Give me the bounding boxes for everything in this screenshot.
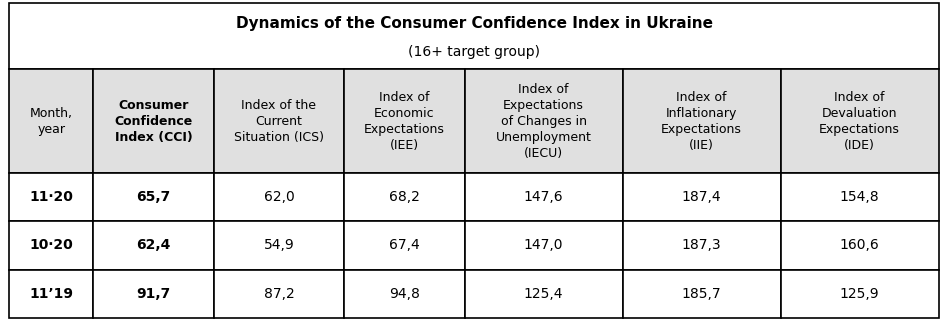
Bar — [9, 270, 93, 318]
Text: 187,4: 187,4 — [682, 190, 721, 204]
Text: 125,9: 125,9 — [840, 287, 880, 301]
Text: 160,6: 160,6 — [840, 239, 880, 252]
Bar — [93, 173, 214, 221]
Text: 65,7: 65,7 — [137, 190, 171, 204]
Text: (16+ target group): (16+ target group) — [408, 45, 540, 59]
Text: 67,4: 67,4 — [389, 239, 420, 252]
Text: 87,2: 87,2 — [264, 287, 294, 301]
Text: 154,8: 154,8 — [840, 190, 880, 204]
Bar — [465, 270, 623, 318]
Bar — [9, 173, 93, 221]
Text: 125,4: 125,4 — [524, 287, 563, 301]
Text: Dynamics of the Consumer Confidence Index in Ukraine: Dynamics of the Consumer Confidence Inde… — [235, 16, 713, 31]
Bar — [780, 270, 939, 318]
Bar — [9, 221, 93, 270]
Text: 62,0: 62,0 — [264, 190, 294, 204]
Text: Index of
Expectations
of Changes in
Unemployment
(IECU): Index of Expectations of Changes in Unem… — [496, 83, 592, 160]
Text: 147,6: 147,6 — [524, 190, 563, 204]
Bar — [344, 221, 465, 270]
Text: Index of
Inflationary
Expectations
(IIE): Index of Inflationary Expectations (IIE) — [661, 91, 742, 152]
Bar — [465, 173, 623, 221]
Bar — [465, 69, 623, 173]
Bar — [93, 270, 214, 318]
Text: Index of
Economic
Expectations
(IEE): Index of Economic Expectations (IEE) — [364, 91, 445, 152]
Bar — [344, 173, 465, 221]
Text: 54,9: 54,9 — [264, 239, 294, 252]
Bar — [780, 69, 939, 173]
Bar — [623, 270, 780, 318]
Bar — [780, 221, 939, 270]
Bar — [344, 270, 465, 318]
Bar — [344, 69, 465, 173]
Bar — [214, 270, 344, 318]
Text: 91,7: 91,7 — [137, 287, 171, 301]
Bar — [93, 221, 214, 270]
Text: 185,7: 185,7 — [682, 287, 721, 301]
Text: 11’19: 11’19 — [29, 287, 73, 301]
Bar — [93, 69, 214, 173]
Text: 187,3: 187,3 — [682, 239, 721, 252]
Bar — [623, 221, 780, 270]
Bar — [780, 173, 939, 221]
Bar — [214, 173, 344, 221]
Bar — [214, 221, 344, 270]
Text: Index of the
Current
Situation (ICS): Index of the Current Situation (ICS) — [234, 99, 324, 144]
Text: 10‧20: 10‧20 — [29, 239, 73, 252]
Bar — [214, 69, 344, 173]
Text: 147,0: 147,0 — [524, 239, 563, 252]
Bar — [465, 221, 623, 270]
Bar — [623, 173, 780, 221]
Bar — [9, 3, 939, 69]
Text: 11‧20: 11‧20 — [29, 190, 73, 204]
Bar — [623, 69, 780, 173]
Text: Consumer
Confidence
Index (CCI): Consumer Confidence Index (CCI) — [115, 99, 192, 144]
Text: 62,4: 62,4 — [137, 239, 171, 252]
Text: 94,8: 94,8 — [389, 287, 420, 301]
Text: Month,
year: Month, year — [29, 107, 73, 136]
Text: 68,2: 68,2 — [389, 190, 420, 204]
Bar — [9, 69, 93, 173]
Text: Index of
Devaluation
Expectations
(IDE): Index of Devaluation Expectations (IDE) — [819, 91, 900, 152]
